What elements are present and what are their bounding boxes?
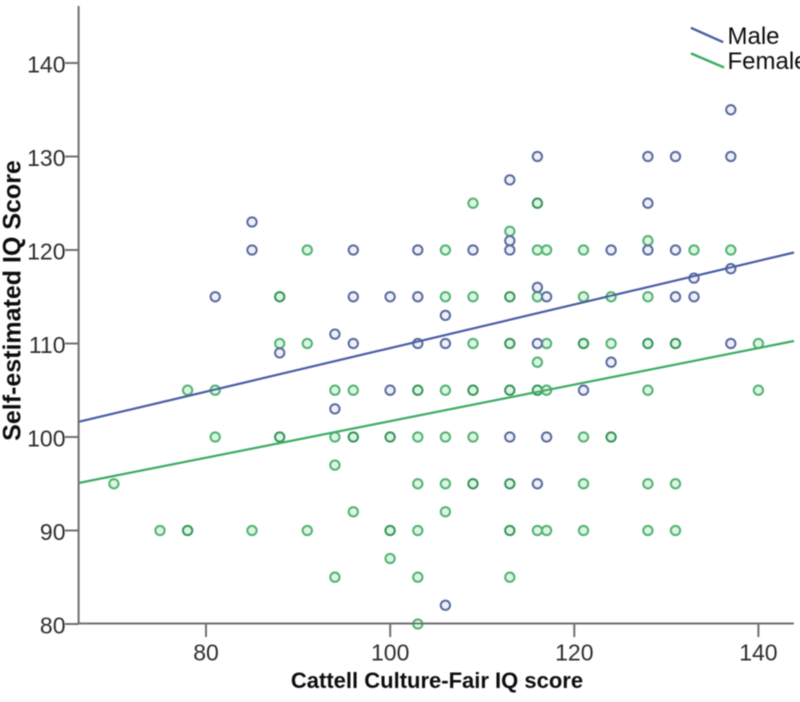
svg-text:140: 140 [739,639,777,665]
svg-text:Cattell Culture-Fair IQ score: Cattell Culture-Fair IQ score [291,668,583,693]
svg-text:80: 80 [40,613,66,639]
svg-text:90: 90 [40,519,66,545]
svg-text:80: 80 [193,639,219,665]
svg-text:100: 100 [27,426,65,452]
svg-text:110: 110 [29,332,66,358]
svg-text:Female: Female [728,48,800,75]
svg-text:Self-estimated IQ Score: Self-estimated IQ Score [0,160,27,441]
svg-text:Male: Male [728,23,780,50]
svg-text:130: 130 [27,145,65,171]
svg-text:100: 100 [371,639,409,665]
svg-text:120: 120 [27,239,65,265]
svg-text:120: 120 [555,639,593,665]
svg-text:140: 140 [27,52,65,78]
